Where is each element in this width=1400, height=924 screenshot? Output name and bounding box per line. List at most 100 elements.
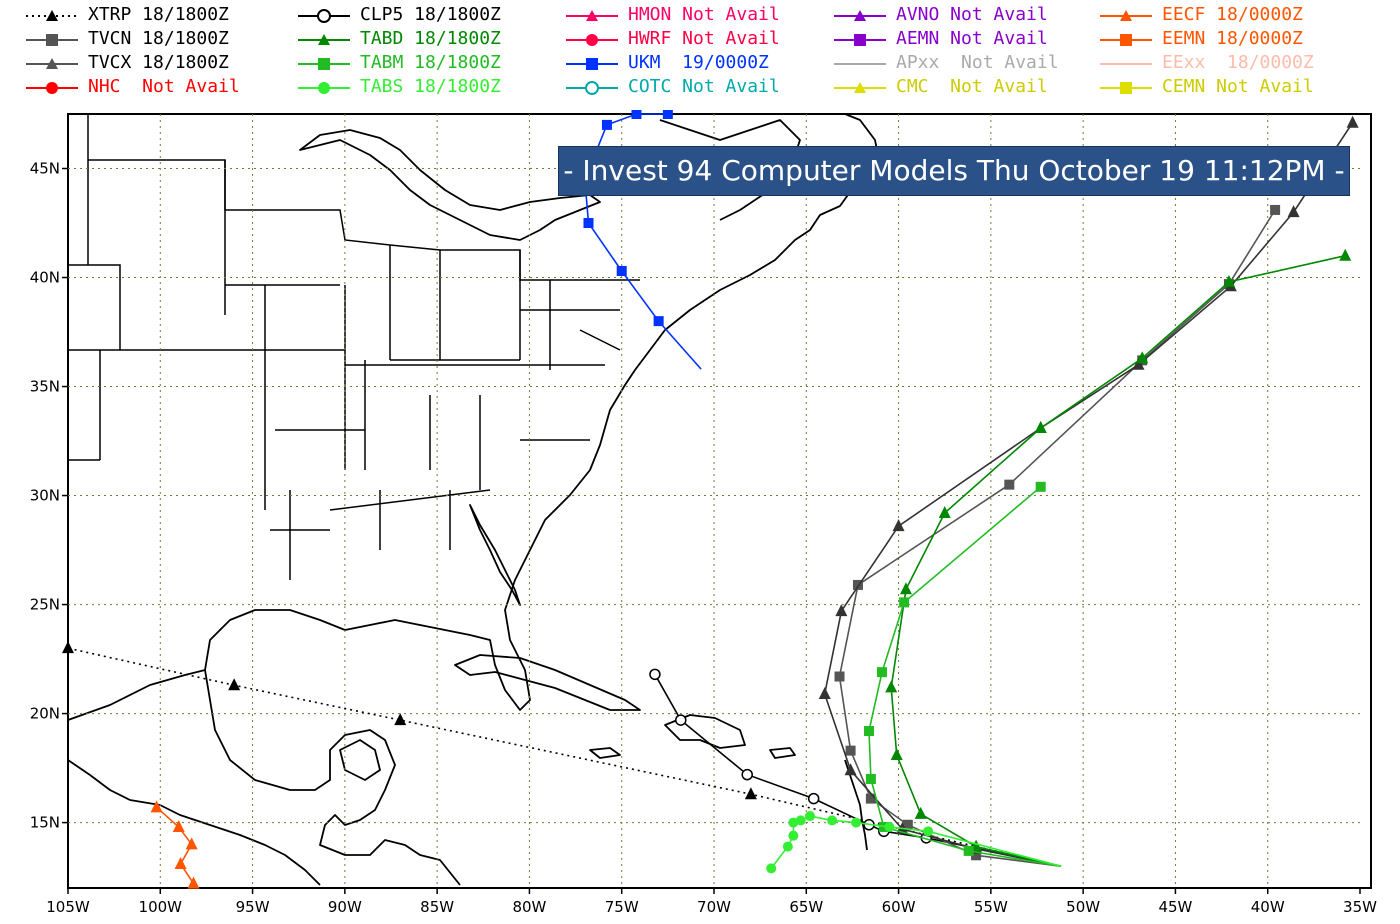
track-point-ukm [662,110,673,119]
legend-marker-cotc [566,81,618,95]
hudson-coast [659,119,801,221]
track-point-tabd [914,806,927,819]
track-point-ukm [583,218,594,229]
track-point-tabs [827,815,838,826]
track-point-tvcn [852,579,863,590]
legend-label-eecf: EECF 18/0000Z [1162,4,1303,25]
track-point-tvcn [1004,479,1015,490]
track-clp5 [649,668,1062,867]
track-point-tabs [884,821,895,832]
legend-marker-tvcn [26,34,78,46]
track-point-tvcx [835,604,848,617]
lon-tick-label: 90W [328,898,362,916]
legend-label-tabd: TABD 18/1800Z [360,28,501,49]
track-point-tabd [1034,420,1047,433]
track-point-tabd [899,582,912,595]
coastlines [67,113,881,886]
legend-label-tvcx: TVCX 18/1800Z [88,52,229,73]
track-point-tabs [766,863,777,874]
legend-label-hmon: HMON Not Avail [628,4,780,25]
legend-label-clp5: CLP5 18/1800Z [360,4,501,25]
track-tabd [885,248,1352,867]
hispaniola [664,714,746,749]
legend-marker-eexx [1100,63,1152,65]
track-point-clp5 [741,768,753,781]
track-point-eecf [187,876,200,889]
legend-label-tabs: TABS 18/1800Z [360,76,501,97]
legend-marker-xtrp [26,10,78,21]
state-lines-west [68,114,266,510]
lon-tick-label: 35W [1343,898,1377,916]
state-lines-east [270,250,621,580]
state-lines-central [225,245,605,490]
lon-tick-label: 80W [512,898,546,916]
lat-tick-label: 40N [30,269,60,287]
track-point-tvcn [971,850,982,861]
north-america-coast [67,113,881,721]
track-point-tabm [864,726,875,737]
track-point-tabm [899,597,910,608]
track-point-tabd [885,680,898,693]
track-map: 105W 100W 95W 90W 85W 80W 75W 70W 65W 60W 55W 50W 45… [30,110,1377,916]
latitude-labels: 15N 20N 25N 30N 35N 40N 45N [30,160,68,832]
lat-tick-label: 35N [30,378,60,396]
track-line-tvcx [823,122,1354,867]
lon-tick-label: 70W [697,898,731,916]
track-point-clp5 [675,714,687,726]
pacific-coast [67,759,321,886]
legend-label-tabm: TABM 18/1800Z [360,52,501,73]
legend-label-aemn: AEMN Not Avail [896,28,1048,49]
track-point-tvcn [845,745,856,756]
legend-label-avno: AVNO Not Avail [896,4,1048,25]
legend-marker-eemn [1100,34,1152,46]
legend-marker-cemn [1100,82,1152,94]
legend-marker-hmon [566,10,618,21]
lon-tick-label: 40W [1251,898,1285,916]
legend-marker-nhc [26,82,78,94]
track-eecf [150,800,200,889]
track-point-xtrp [394,713,407,726]
legend-marker-eecf [1100,10,1152,21]
lon-tick-label: 100W [139,898,183,916]
lat-tick-label: 45N [30,160,60,178]
lon-tick-label: 75W [605,898,639,916]
track-point-tvcn [834,671,845,682]
legend-label-eexx: EExx 18/0000Z [1162,52,1314,73]
legend-marker-hwrf [566,34,618,46]
legend-label-cemn: CEMN Not Avail [1162,76,1314,97]
track-point-tvcx [1346,115,1359,128]
legend-label-nhc: NHC Not Avail [88,76,240,97]
model-tracks [62,110,1359,889]
lon-tick-label: 60W [882,898,916,916]
lat-tick-label: 30N [30,487,60,505]
legend-marker-ukm [566,58,618,70]
great-lakes [299,129,601,241]
lon-tick-label: 105W [46,898,90,916]
track-xtrp [62,641,1062,867]
jamaica [589,747,621,759]
map-frame [67,113,1372,889]
track-point-tvcn [902,819,913,830]
track-tabs [766,811,1062,874]
legend-marker-tabm [298,58,350,70]
track-point-tabm [865,773,876,784]
track-line-tabm [868,486,1062,867]
track-point-tvcn [865,793,876,804]
longitude-labels: 105W 100W 95W 90W 85W 80W 75W 70W 65W 60W 55W 50W 45… [46,888,1377,916]
track-point-tabd [890,748,903,761]
lon-tick-label: 45W [1158,898,1192,916]
track-point-ukm [601,119,612,130]
track-point-tabs [923,826,934,837]
legend-marker-cmc [834,82,886,93]
lon-tick-label: 65W [789,898,823,916]
puerto-rico [769,747,796,759]
track-point-tabs [782,841,793,852]
lon-tick-label: 95W [236,898,270,916]
track-point-tvcx [844,763,857,776]
lat-tick-label: 20N [30,705,60,723]
lon-tick-label: 50W [1066,898,1100,916]
legend-label-hwrf: HWRF Not Avail [628,28,780,49]
track-point-tabd [1136,351,1149,364]
track-point-tvcx [892,519,905,532]
legend-marker-apxx [834,63,886,65]
